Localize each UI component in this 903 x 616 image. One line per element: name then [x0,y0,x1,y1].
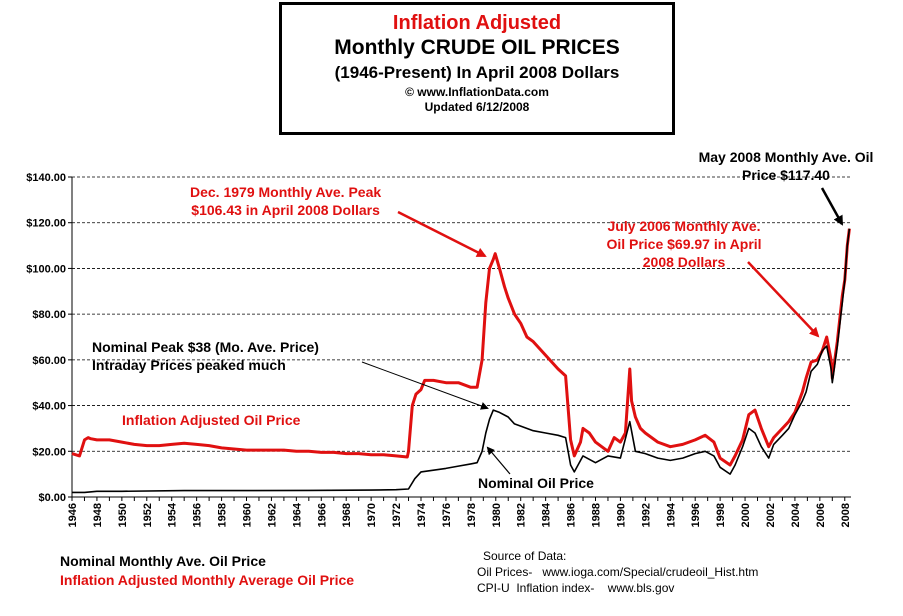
x-tick-label: 1996 [690,503,702,527]
nominal-series-label: Nominal Oil Price [478,475,594,491]
x-tick-label: 1968 [341,503,353,527]
title-copyright: © www.InflationData.com [405,85,549,99]
x-tick-label: 1990 [615,503,627,527]
nominal-peak-arrow [361,361,489,410]
adjusted-series-label: Inflation Adjusted Oil Price [122,412,301,428]
x-tick-label: 1964 [291,502,303,527]
legend-adjusted: Inflation Adjusted Monthly Average Oil P… [60,572,355,588]
may-2008-arrow [820,187,844,226]
july-2006-line-2: Oil Price $69.97 in April [606,236,762,252]
x-tick-label: 1988 [590,503,602,527]
source-oil-prices: Oil Prices- www.ioga.com/Special/crudeoi… [477,565,759,579]
x-tick-label: 1966 [316,503,328,527]
peak-1979-line-2: $106.43 in April 2008 Dollars [191,202,380,218]
x-tick-label: 1984 [541,502,553,527]
july-2006-line-1: July 2006 Monthly Ave. [607,218,761,234]
nominal-peak-line-2: Intraday Prices peaked much [92,357,286,373]
source-heading: Source of Data: [483,549,567,563]
x-tick-label: 1962 [266,503,278,527]
x-tick-label: 1986 [566,503,578,527]
may-2008-annotation: May 2008 Monthly Ave. Oil Price $117.40 [676,148,896,184]
x-tick-label: 1960 [241,503,253,527]
x-tick-label: 1970 [366,503,378,527]
may-2008-line-2: Price $117.40 [742,167,830,183]
x-tick-label: 2008 [840,503,852,527]
x-tick-label: 1974 [416,502,428,527]
peak-1979-annotation: Dec. 1979 Monthly Ave. Peak $106.43 in A… [190,183,381,219]
adjusted-price-line [71,228,851,467]
y-tick-label: $20.00 [32,446,66,458]
y-tick-label: $100.00 [26,263,66,275]
x-tick-label: 1982 [516,503,528,527]
peak-1979-line-1: Dec. 1979 Monthly Ave. Peak [190,184,382,200]
x-tick-label: 1994 [665,502,677,527]
x-tick-label: 1992 [640,503,652,527]
x-tick-label: 2002 [765,503,777,527]
y-tick-label: $40.00 [32,401,66,413]
x-tick-label: 1948 [92,503,104,527]
title-line-2: Monthly CRUDE OIL PRICES [334,36,620,59]
nominal-label-arrow [486,446,511,475]
x-tick-label: 1954 [167,502,179,527]
title-line-1: Inflation Adjusted [392,12,562,34]
x-tick-label: 1976 [441,503,453,527]
y-tick-label: $120.00 [26,218,66,230]
y-tick-label: $0.00 [38,492,66,504]
x-tick-label: 1980 [491,503,503,527]
y-tick-label: $60.00 [32,355,66,367]
x-tick-label: 1950 [117,503,129,527]
x-tick-label: 1952 [142,503,154,527]
july-2006-line-3: 2008 Dollars [642,254,726,270]
y-tick-label: $80.00 [32,309,66,321]
may-2008-line-1: May 2008 Monthly Ave. Oil [698,149,874,165]
nominal-peak-line-1: Nominal Peak $38 (Mo. Ave. Price) [92,339,319,355]
peak-1979-arrow [397,210,487,258]
x-tick-label: 1946 [67,503,79,527]
source-block: Source of Data: Oil Prices- www.ioga.com… [477,548,758,596]
x-tick-label: 1958 [217,503,229,527]
source-cpi: CPI-U Inflation index- www.bls.gov [477,581,675,595]
title-box: Inflation Adjusted Monthly CRUDE OIL PRI… [279,2,675,135]
x-tick-label: 1978 [466,503,478,527]
x-tick-label: 1998 [715,503,727,527]
title-updated: Updated 6/12/2008 [424,100,530,114]
nominal-peak-annotation: Nominal Peak $38 (Mo. Ave. Price) Intrad… [92,338,319,374]
x-tick-label: 1972 [391,503,403,527]
legend-nominal: Nominal Monthly Ave. Oil Price [60,553,266,569]
x-tick-label: 2000 [740,503,752,527]
y-tick-label: $140.00 [26,172,66,184]
x-tick-label: 2004 [790,502,802,527]
title-line-3: (1946-Present) In April 2008 Dollars [334,63,620,82]
july-2006-arrow [747,261,820,338]
nominal-price-line [72,228,851,494]
x-tick-label: 1956 [192,503,204,527]
july-2006-annotation: July 2006 Monthly Ave. Oil Price $69.97 … [584,217,784,271]
x-tick-label: 2006 [815,503,827,527]
